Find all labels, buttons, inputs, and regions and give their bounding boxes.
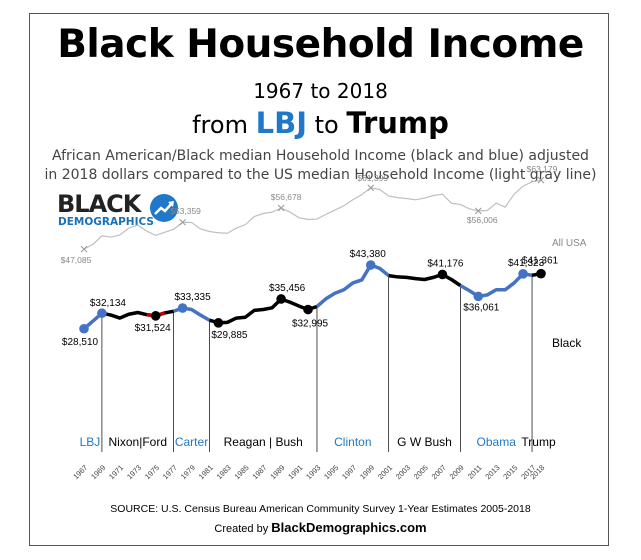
data-point-black [473,291,484,302]
logo-word-demographics: DEMOGRAPHICS [58,216,154,228]
point-label: $36,061 [463,302,500,313]
x-tick-label: 1985 [233,463,251,481]
data-point-all-usa [277,204,285,212]
from-line: from LBJ to Trump [0,106,641,140]
x-tick-label: 1979 [179,463,197,481]
x-tick-label: 1967 [71,463,89,481]
created-by: Created by BlackDemographics.com [0,520,641,535]
x-tick-label: 1999 [358,463,376,481]
chart-frame [29,13,609,546]
point-label: $53,359 [170,206,201,216]
data-point-all-usa [80,245,88,253]
data-point-black [97,308,107,319]
era-label: Obama [477,435,517,449]
created-suffix: .com [396,520,427,535]
point-label: $41,176 [427,258,464,269]
point-label: $35,456 [269,283,306,294]
point-label: $61,399 [357,173,388,183]
x-tick-label: 1995 [322,463,340,481]
x-tick-label: 1993 [304,463,322,481]
era-label: G W Bush [397,435,452,449]
point-label: $33,335 [174,292,211,303]
trend-arrow-icon [150,194,178,222]
x-tick-label: 1983 [215,463,233,481]
x-tick-label: 1997 [340,463,358,481]
series-segment-clinton [315,263,390,308]
x-tick-label: 1987 [250,463,268,481]
point-label: $29,885 [211,330,248,341]
logo-word-black: BLACK [57,190,141,218]
series-label-all-usa: All USA [552,238,587,249]
point-label: $31,524 [135,323,172,334]
data-point-black [177,303,188,313]
x-tick-label: 2001 [376,463,394,481]
era-label: Carter [175,435,208,449]
data-point-black [276,294,286,304]
page-title: Black Household Income [57,22,584,67]
data-point-all-usa [179,218,186,226]
from-lbj: LBJ [255,106,307,140]
from-to: to [314,111,339,139]
data-point-all-usa [367,184,375,192]
series-segment-reagan-bush [208,297,318,325]
data-point-black [518,269,528,279]
x-tick-label: 1971 [107,463,125,481]
data-point-all-usa [537,176,545,184]
era-label: Reagan | Bush [224,435,303,449]
data-point-black [437,269,448,280]
point-label: $32,995 [292,319,329,330]
point-label: $63,179 [527,164,558,174]
x-tick-label: 1975 [143,463,161,481]
x-tick-label: 2009 [448,463,466,481]
source-note: SOURCE: U.S. Census Bureau American Comm… [110,503,531,515]
era-label: Nixon|Ford [109,435,167,449]
created-brand: BlackDemographics [271,520,397,535]
description: African American/Black median Household … [0,147,641,185]
series-segment-g-w-bush [388,272,462,287]
era-label: Clinton [334,435,371,449]
x-tick-label: 1977 [161,463,179,481]
description-line-2: in 2018 dollars compared to the US media… [44,167,597,183]
x-tick-label: 2007 [430,463,448,481]
point-label: $32,134 [90,298,127,309]
point-label: $43,380 [350,249,387,260]
description-line-1: African American/Black median Household … [52,148,589,164]
x-tick-label: 1981 [197,463,215,481]
year-range: 1967 to 2018 [253,79,388,103]
data-point-black [365,260,376,270]
series-label-black: Black [552,336,582,350]
black-demographics-logo: BLACK DEMOGRAPHICS [57,190,178,234]
x-tick-label: 2003 [394,463,412,481]
point-label: $56,678 [271,192,302,202]
series-line-all-usa [83,179,542,250]
point-label: $28,510 [62,337,99,348]
data-point-all-usa [474,207,482,215]
data-point-black [150,311,161,321]
point-label: $47,085 [61,255,92,265]
created-prefix: Created by [214,523,269,535]
x-tick-label: 2015 [501,463,519,481]
x-tick-label: 2013 [483,463,501,481]
x-tick-label: 2005 [412,463,430,481]
x-tick-label: 1991 [286,463,304,481]
point-label: $41,323 [508,258,545,269]
data-point-black [303,304,313,315]
data-point-black [213,318,224,328]
era-label: Trump [521,435,556,449]
x-tick-label: 2011 [466,463,484,481]
point-label: $56,006 [467,215,498,225]
era-label: LBJ [80,435,101,449]
from-prefix: from [192,111,248,139]
x-tick-label: 1969 [89,463,107,481]
from-trump: Trump [346,106,449,140]
data-point-black [79,323,89,334]
x-tick-label: 1989 [268,463,286,481]
data-point-black [536,268,546,279]
x-tick-label: 1973 [125,463,143,481]
point-label: $41,361 [522,256,559,267]
